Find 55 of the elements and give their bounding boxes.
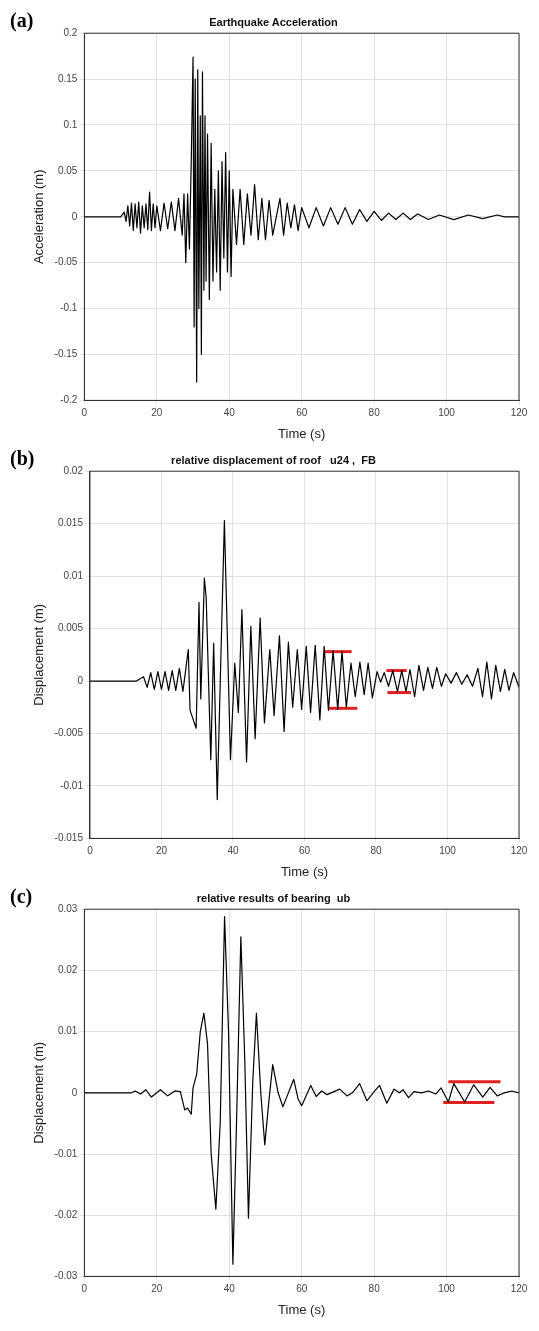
x-tick-label: 20	[151, 1283, 163, 1295]
y-tick-label: -0.02	[54, 1208, 78, 1220]
y-tick-label: 0	[71, 1086, 78, 1098]
x-tick-label: 100	[438, 1283, 456, 1295]
y-tick-label: 0.03	[57, 902, 78, 914]
y-tick-label: -0.1	[60, 302, 78, 314]
y-tick-label: 0.01	[63, 569, 84, 581]
x-tick-label: 100	[438, 407, 456, 419]
x-tick-label: 100	[439, 845, 457, 857]
y-tick-label: -0.05	[54, 256, 78, 268]
y-axis-title: Displacement (m)	[31, 1041, 47, 1144]
chart-title: Earthquake Acceleration	[209, 15, 339, 28]
x-tick-label: 80	[368, 407, 381, 419]
x-tick-label: 40	[227, 845, 239, 857]
x-axis-title: Time (s)	[278, 1301, 326, 1317]
y-tick-label: 0.2	[63, 26, 78, 38]
x-tick-label: 80	[370, 845, 382, 857]
x-tick-label: 60	[296, 407, 308, 419]
y-tick-label: 0.15	[57, 72, 78, 84]
y-tick-label: -0.01	[60, 779, 84, 791]
x-tick-label: 20	[151, 407, 163, 419]
y-tick-label: -0.15	[54, 348, 78, 360]
text: (c)	[10, 885, 33, 909]
chart-title: relative results of bearing ub	[196, 891, 351, 904]
x-tick-label: 60	[296, 1283, 308, 1295]
x-tick-label: 40	[223, 407, 236, 419]
x-axis-title: Time (s)	[278, 425, 326, 441]
y-axis-title: Displacement (m)	[31, 603, 47, 706]
x-axis-title: Time (s)	[280, 863, 329, 879]
y-tick-label: -0.005	[54, 727, 84, 739]
x-tick-label: 120	[510, 1283, 528, 1295]
y-tick-label: 0	[77, 674, 84, 686]
y-tick-label: 0.02	[57, 964, 78, 976]
x-tick-label: 20	[155, 845, 168, 857]
x-tick-label: 40	[223, 1283, 236, 1295]
x-tick-label: 120	[510, 845, 528, 857]
chart-title: relative displacement of roof u24 , FB	[171, 453, 376, 466]
y-tick-label: 0.05	[57, 164, 78, 176]
y-tick-label: -0.2	[60, 394, 78, 406]
x-tick-label: 80	[368, 1283, 381, 1295]
x-tick-label: 0	[87, 845, 94, 857]
y-axis-title: Acceleration (m)	[31, 169, 47, 265]
x-tick-label: 120	[510, 407, 528, 419]
y-tick-label: -0.01	[54, 1147, 78, 1159]
y-tick-label: -0.015	[54, 832, 84, 844]
y-tick-label: 0.1	[63, 118, 78, 130]
text: (a)	[10, 9, 34, 33]
y-tick-label: -0.03	[54, 1270, 78, 1282]
y-tick-label: 0.005	[57, 622, 84, 634]
text: (b)	[10, 447, 35, 471]
y-tick-label: 0.015	[57, 517, 84, 529]
y-tick-label: 0.01	[57, 1025, 78, 1037]
x-tick-label: 60	[298, 845, 311, 857]
y-tick-label: 0.02	[63, 464, 84, 476]
y-tick-label: 0	[71, 210, 78, 222]
